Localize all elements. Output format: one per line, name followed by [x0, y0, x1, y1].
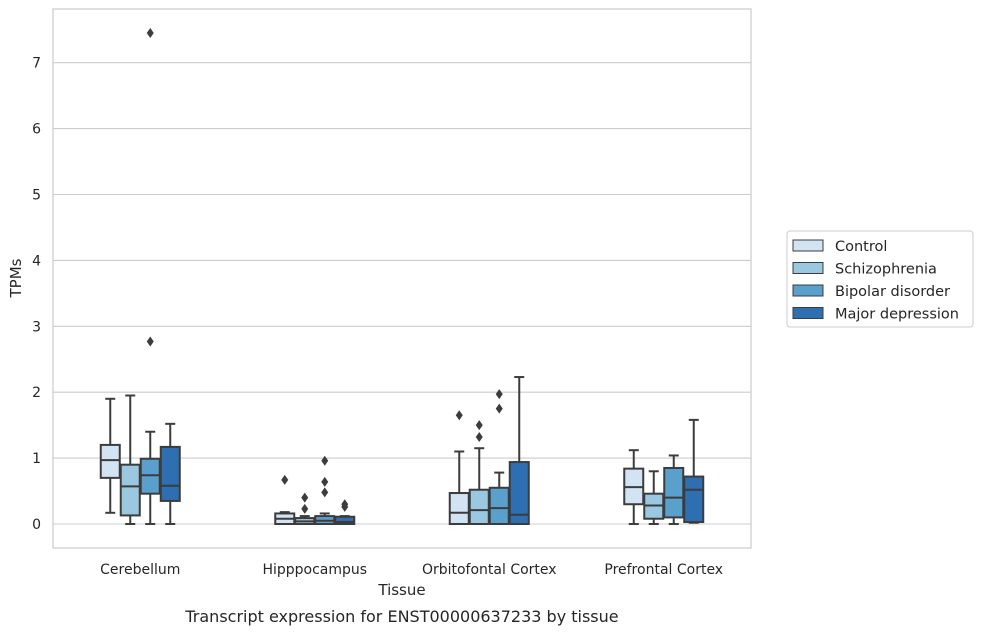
- box: [683, 475, 705, 524]
- gridlines: [53, 62, 751, 525]
- box: [119, 463, 141, 517]
- box-2-2: [488, 389, 510, 526]
- y-tick-label: 1: [32, 451, 41, 467]
- legend-label: Bipolar disorder: [835, 284, 950, 300]
- chart-caption: Transcript expression for ENST0000063723…: [184, 607, 618, 626]
- y-tick-label: 6: [32, 122, 41, 138]
- outlier-point: [146, 336, 154, 347]
- outlier-point: [455, 410, 463, 421]
- y-tick-label: 4: [32, 253, 41, 269]
- outlier-point: [495, 389, 503, 400]
- box-3-2: [508, 376, 530, 525]
- legend-frame: [786, 230, 974, 328]
- x-axis-label: Tissue: [377, 581, 425, 599]
- legend: Control Schizophrenia Bipolar disorder Majo…: [786, 230, 974, 328]
- outlier-point: [321, 487, 329, 498]
- box-3-3: [683, 418, 705, 524]
- outlier-point: [281, 474, 289, 485]
- box-1-3: [643, 470, 665, 525]
- box: [99, 443, 121, 479]
- y-tick-label: 7: [32, 56, 41, 72]
- legend-label: Control: [835, 239, 887, 255]
- legend-swatch: [792, 239, 824, 252]
- outlier-point: [321, 476, 329, 487]
- x-tick-label: Cerebellum: [100, 562, 180, 578]
- box: [508, 461, 530, 525]
- outlier-point: [301, 503, 309, 514]
- legend-label: Schizophrenia: [835, 262, 937, 278]
- box-0-1: [274, 474, 296, 525]
- plot-area: [99, 28, 705, 526]
- x-tick-label: Hipppocampus: [262, 562, 367, 578]
- y-tick-label: 3: [32, 319, 41, 335]
- legend-swatch: [792, 262, 824, 274]
- box-3-1: [334, 499, 356, 525]
- outlier-point: [146, 28, 154, 39]
- box-0-3: [623, 449, 645, 525]
- box: [448, 492, 470, 526]
- outlier-point: [321, 455, 329, 466]
- box: [468, 488, 490, 525]
- box-2-1: [314, 455, 336, 525]
- outlier-point: [475, 420, 483, 431]
- x-axis-ticks: Cerebellum Hipppocampus Orbitofontal Corte…: [100, 562, 723, 578]
- outlier-point: [341, 499, 349, 510]
- y-tick-label: 2: [32, 385, 41, 401]
- outlier-point: [301, 492, 309, 503]
- y-tick-label: 0: [32, 517, 41, 533]
- plot-frame: [52, 8, 752, 549]
- y-axis-ticks: 0 1 2 3 4 5 6 7: [32, 56, 41, 533]
- legend-swatch: [792, 284, 824, 297]
- box-2-3: [663, 454, 685, 525]
- y-axis-label: TPMs: [7, 258, 25, 298]
- x-tick-label: Prefrontal Cortex: [604, 562, 723, 578]
- box-1-1: [294, 492, 316, 525]
- box: [488, 486, 510, 526]
- box: [663, 466, 685, 519]
- box: [159, 445, 181, 502]
- legend-swatch: [792, 307, 824, 319]
- box-0-2: [448, 410, 470, 526]
- legend-label: Major depression: [835, 307, 959, 323]
- box: [334, 515, 356, 525]
- box-0-0: [99, 397, 121, 514]
- box-1-0: [119, 394, 141, 525]
- outlier-point: [475, 432, 483, 443]
- outlier-point: [495, 403, 503, 414]
- x-tick-label: Orbitofontal Cortex: [422, 562, 557, 578]
- box-2-0: [139, 28, 161, 525]
- y-tick-label: 5: [32, 188, 41, 204]
- box-1-2: [468, 420, 490, 525]
- box-3-0: [159, 422, 181, 525]
